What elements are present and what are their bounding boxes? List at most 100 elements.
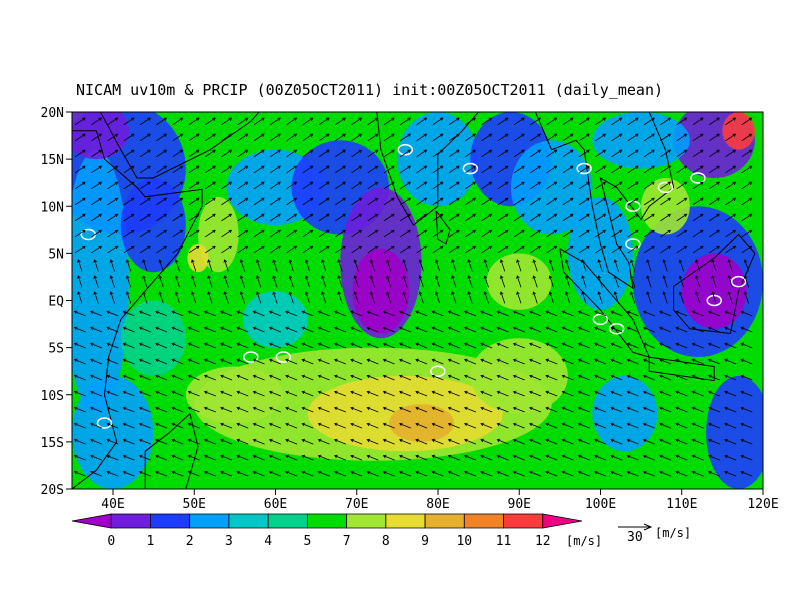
- wind-arrow: [481, 245, 493, 254]
- wind-arrow: [321, 275, 327, 288]
- wind-arrow: [74, 149, 86, 158]
- wind-arrow: [532, 291, 538, 304]
- wind-arrow: [188, 229, 200, 238]
- wind-arrow: [691, 422, 704, 429]
- wind-arrow: [302, 213, 314, 222]
- lon-label: 100E: [585, 497, 616, 512]
- wind-arrow: [594, 422, 607, 429]
- wind-arrow: [350, 342, 363, 349]
- wind-arrow: [187, 438, 200, 445]
- wind-arrow: [203, 422, 216, 429]
- wind-arrow: [270, 117, 281, 126]
- wind-arrow: [221, 245, 233, 254]
- wind-arrow: [252, 470, 265, 477]
- wind-arrow: [158, 259, 164, 272]
- wind-arrow: [91, 245, 103, 254]
- wind-arrow: [464, 390, 477, 397]
- wind-arrow: [171, 326, 184, 333]
- lat-label: 20S: [41, 483, 64, 498]
- wind-arrow: [383, 133, 395, 142]
- wind-arrow: [138, 406, 151, 413]
- wind-arrow: [594, 454, 607, 461]
- wind-arrow: [434, 259, 441, 272]
- wind-arrow: [530, 133, 542, 142]
- wind-arrow: [481, 197, 493, 206]
- colorbar-segment: [463, 513, 504, 529]
- wind-arrow: [239, 275, 245, 288]
- wind-arrow: [156, 229, 168, 238]
- wind-arrow: [642, 454, 655, 461]
- wind-arrow: [642, 390, 655, 397]
- wind-arrow: [155, 390, 168, 397]
- wind-arrow: [646, 275, 652, 288]
- wind-arrow: [725, 165, 737, 174]
- lon-label: 120E: [747, 497, 778, 512]
- wind-arrow: [692, 213, 704, 222]
- wind-arrow: [91, 149, 103, 158]
- wind-arrow: [399, 326, 412, 333]
- wind-arrow: [285, 358, 298, 365]
- colorbar-label: 11: [496, 534, 512, 549]
- wind-arrow: [627, 133, 639, 142]
- wind-arrow: [156, 181, 168, 190]
- wind-arrow: [497, 117, 509, 126]
- wind-arrow: [741, 213, 753, 222]
- wind-arrow: [660, 117, 672, 126]
- wind-arrow: [513, 133, 525, 142]
- wind-arrow: [464, 342, 477, 349]
- wind-arrow: [139, 149, 151, 158]
- wind-arrow: [221, 165, 233, 174]
- wind-arrow: [481, 229, 493, 238]
- wind-arrow: [480, 358, 493, 365]
- wind-arrow: [321, 291, 327, 304]
- wind-arrow: [207, 259, 213, 272]
- wind-arrow: [691, 310, 704, 317]
- wind-arrow: [317, 422, 330, 429]
- wind-arrow: [512, 406, 525, 413]
- wind-arrow: [595, 133, 607, 142]
- wind-arrow: [545, 422, 558, 429]
- field-patch: [120, 300, 186, 376]
- wind-arrow: [270, 181, 281, 190]
- wind-arrow: [448, 117, 460, 126]
- wind-arrow: [351, 149, 363, 158]
- wind-arrow: [139, 229, 151, 238]
- wind-arrow: [595, 149, 607, 158]
- wind-arrow: [268, 310, 281, 317]
- wind-arrow: [432, 245, 444, 254]
- wind-arrow: [335, 229, 346, 238]
- wind-arrow: [643, 133, 655, 142]
- wind-arrow: [545, 454, 558, 461]
- wind-arrow: [562, 165, 574, 174]
- wind-arrow: [724, 470, 737, 477]
- wind-arrow: [529, 342, 542, 349]
- wind-arrow: [675, 374, 688, 381]
- wind-arrow: [351, 133, 363, 142]
- lat-label: 20N: [41, 106, 64, 121]
- wind-arrow: [707, 326, 720, 333]
- wind-arrow: [203, 390, 216, 397]
- wind-arrow: [256, 259, 262, 272]
- wind-arrow: [434, 291, 441, 304]
- wind-arrow: [270, 165, 281, 174]
- wind-arrow: [317, 454, 330, 461]
- wind-arrow: [350, 470, 363, 477]
- wind-arrow: [432, 149, 444, 158]
- wind-arrow: [545, 470, 558, 477]
- wind-arrow: [318, 213, 330, 222]
- wind-arrow: [203, 310, 216, 317]
- wind-arrow: [107, 229, 119, 238]
- wind-arrow: [301, 454, 314, 461]
- wind-arrow: [594, 390, 607, 397]
- wind-arrow: [73, 310, 86, 317]
- wind-arrow: [252, 374, 265, 381]
- wind-arrow: [416, 245, 428, 254]
- lon-label: 60E: [264, 497, 287, 512]
- wind-arrow: [351, 181, 363, 190]
- wind-arrow: [561, 358, 574, 365]
- wind-arrow: [499, 275, 506, 288]
- field-patch: [592, 112, 690, 169]
- wind-arrow: [512, 470, 525, 477]
- wind-arrow: [431, 422, 444, 429]
- wind-arrow: [740, 342, 753, 349]
